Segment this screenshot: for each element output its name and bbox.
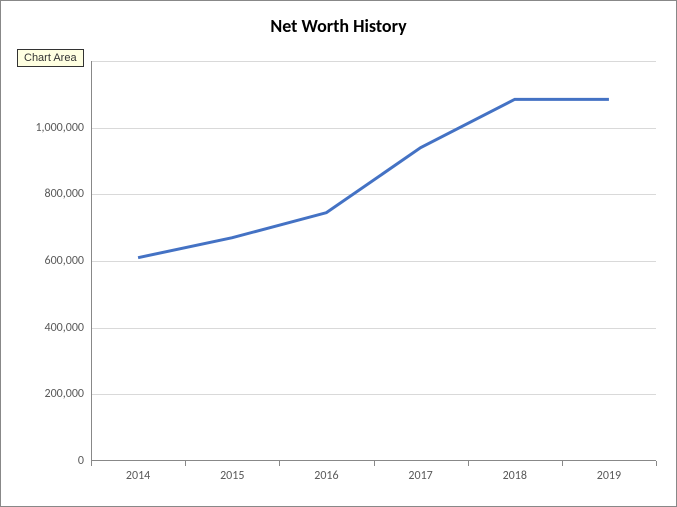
- y-tick-label: 1,000,000: [4, 121, 84, 135]
- plot-area: [91, 61, 656, 461]
- x-tick-label: 2018: [503, 469, 527, 483]
- y-tick-label: 800,000: [4, 187, 84, 201]
- x-tick-label: 2019: [597, 469, 621, 483]
- x-tick-mark: [468, 461, 469, 466]
- x-tick-label: 2016: [314, 469, 338, 483]
- chart-title: Net Worth History: [1, 15, 676, 37]
- x-tick-label: 2014: [126, 469, 150, 483]
- chart-container: Chart Area Net Worth History 0 200,000 4…: [0, 0, 677, 507]
- chart-area-tooltip: Chart Area: [17, 49, 84, 67]
- x-tick-mark: [656, 461, 657, 466]
- y-tick-label: 400,000: [4, 321, 84, 335]
- line-series: [91, 61, 656, 461]
- x-tick-mark: [279, 461, 280, 466]
- y-tick-label: 200,000: [4, 387, 84, 401]
- x-tick-label: 2015: [220, 469, 244, 483]
- x-tick-mark: [562, 461, 563, 466]
- y-tick-label: 600,000: [4, 254, 84, 268]
- x-tick-mark: [91, 461, 92, 466]
- x-tick-mark: [374, 461, 375, 466]
- x-tick-label: 2017: [408, 469, 432, 483]
- x-tick-mark: [185, 461, 186, 466]
- y-tick-label: 0: [4, 454, 84, 468]
